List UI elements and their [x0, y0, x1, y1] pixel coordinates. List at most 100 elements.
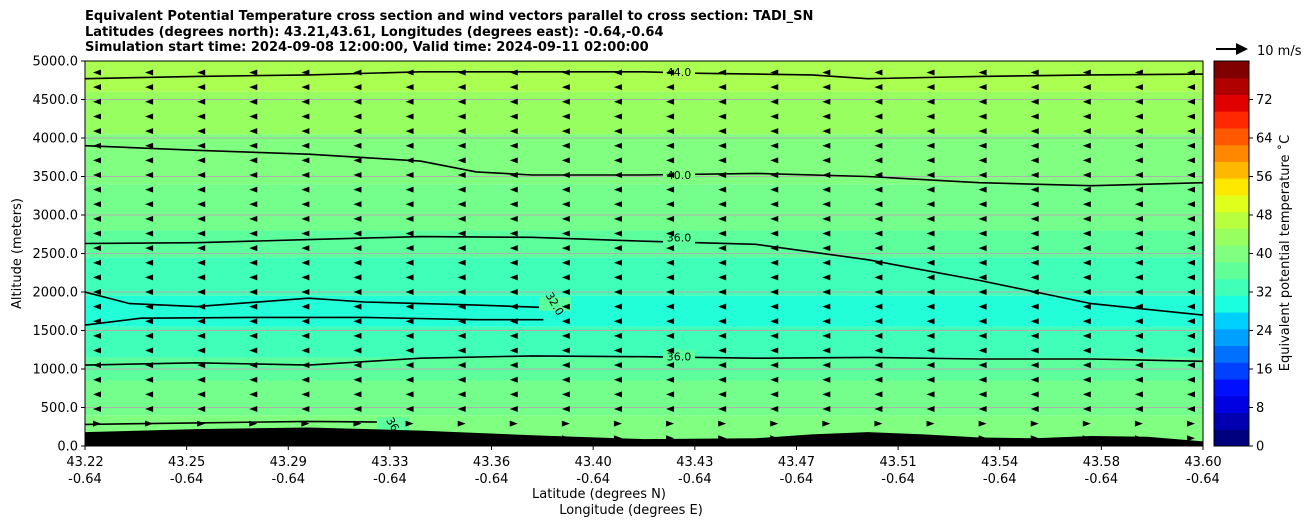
wind-vector [197, 98, 206, 105]
wind-vector [249, 391, 258, 398]
wind-vector [666, 318, 675, 325]
wind-vector [1030, 215, 1039, 222]
y-tick-label: 4500.0 [33, 93, 79, 108]
wind-vector [1187, 259, 1195, 266]
wind-vector [249, 406, 258, 413]
wind-vector [249, 215, 258, 222]
wind-vector [1030, 259, 1039, 266]
wind-vector [301, 215, 310, 222]
wind-vector [1082, 69, 1091, 76]
x-tick-label-lon: -0.64 [170, 472, 204, 487]
wind-vector [561, 230, 570, 237]
wind-vector [249, 113, 258, 120]
wind-vector [353, 420, 362, 427]
wind-vector [1082, 259, 1091, 266]
wind-vector [457, 332, 466, 339]
wind-vector [301, 113, 310, 120]
wind-vector [770, 406, 779, 413]
wind-vector [666, 259, 675, 266]
wind-vector [197, 303, 206, 310]
wind-vector [770, 245, 779, 252]
wind-vector [457, 98, 466, 105]
wind-vector [1187, 69, 1195, 76]
colorbar-segment [1214, 328, 1249, 347]
wind-vector [822, 318, 831, 325]
wind-vector [1030, 113, 1039, 120]
wind-vector [926, 215, 935, 222]
wind-vector [561, 113, 570, 120]
wind-vector [405, 230, 414, 237]
wind-vector [770, 289, 779, 295]
wind-vector [197, 113, 206, 120]
wind-vector [353, 157, 362, 164]
wind-vector [822, 245, 831, 252]
wind-vector [197, 230, 206, 237]
wind-vector [822, 420, 831, 427]
wind-vector [301, 332, 310, 339]
wind-vector [249, 245, 258, 252]
wind-vector [613, 157, 622, 164]
wind-vector [874, 215, 883, 222]
colorbar-segment [1214, 127, 1249, 146]
wind-vector [666, 376, 675, 383]
wind-vector [613, 406, 622, 413]
colorbar-tick-label: 0 [1256, 440, 1264, 455]
wind-vector [822, 332, 831, 339]
wind-vector [1187, 157, 1195, 164]
wind-vector [93, 332, 101, 339]
wind-vector [1082, 274, 1091, 281]
wind-vector [93, 113, 101, 120]
wind-vector [978, 347, 987, 354]
colorbar-tick-label: 40 [1256, 247, 1273, 262]
wind-vector [926, 391, 935, 398]
contour-label-bg [663, 167, 695, 182]
colorbar-tick-label: 56 [1256, 170, 1273, 185]
wind-vector [561, 245, 570, 252]
wind-vector [613, 347, 622, 354]
wind-vector [1187, 406, 1195, 413]
wind-vector [509, 230, 518, 237]
colorbar-segment [1214, 395, 1249, 414]
wind-vector [1030, 171, 1039, 178]
wind-vector [718, 420, 727, 427]
wind-vector [1187, 186, 1195, 193]
wind-vector [561, 84, 570, 91]
wind-vector [405, 113, 414, 120]
wind-vector [405, 318, 414, 325]
wind-vector [666, 391, 675, 398]
wind-vector [145, 347, 154, 354]
x-tick-label-lat: 43.25 [168, 455, 205, 470]
wind-vector [822, 171, 831, 178]
colorbar-segment [1214, 278, 1249, 296]
wind-vector [770, 303, 779, 310]
wind-vector [1134, 332, 1143, 339]
wind-vector [405, 128, 414, 135]
wind-vector [1082, 420, 1091, 427]
wind-vector [301, 128, 310, 135]
wind-vector [457, 303, 466, 310]
x-tick-label-lon: -0.64 [678, 472, 712, 487]
wind-vector [509, 245, 518, 252]
colorbar-segment [1214, 111, 1249, 129]
wind-vector [93, 230, 101, 237]
wind-vector [978, 230, 987, 237]
wind-vector [145, 245, 154, 252]
colorbar-segment [1214, 211, 1249, 229]
wind-vector [301, 376, 310, 383]
wind-vector [405, 98, 414, 105]
wind-vector [666, 142, 675, 149]
contour-label-bg [663, 64, 695, 79]
field-band [85, 184, 1203, 231]
wind-vector [353, 69, 362, 76]
wind-vector [1187, 201, 1195, 208]
wind-vector [666, 245, 675, 252]
wind-vector [666, 186, 675, 193]
wind-vector [613, 420, 622, 427]
wind-vector [405, 201, 414, 208]
quiver-key: 10 m/s [1216, 43, 1302, 59]
wind-vector [1082, 84, 1091, 91]
wind-vector [978, 113, 987, 120]
wind-vector [978, 274, 987, 281]
wind-vector [249, 171, 258, 178]
contour-line [85, 235, 1203, 316]
